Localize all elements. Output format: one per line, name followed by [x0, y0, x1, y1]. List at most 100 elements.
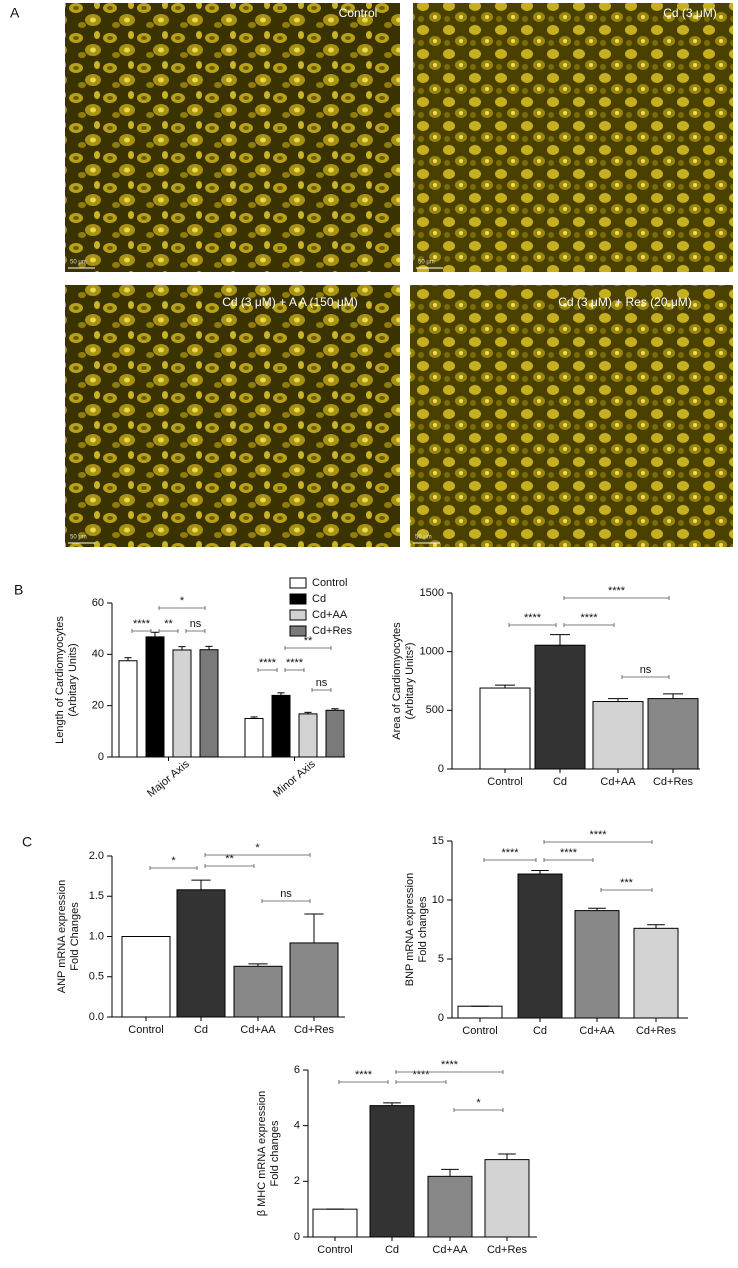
y-tick-label: 10: [432, 894, 444, 906]
y-tick-label: 4: [294, 1120, 300, 1132]
x-tick-label: Control: [128, 1024, 163, 1036]
x-tick-label: Cd+AA: [600, 776, 636, 788]
x-tick-label: Control: [462, 1025, 497, 1037]
y-tick-label: 1000: [420, 646, 444, 658]
bar: [574, 910, 620, 1019]
significance-label: **: [225, 853, 234, 865]
x-tick-label: Cd+Res: [487, 1244, 528, 1256]
bar: [271, 694, 291, 758]
y-tick-label: 60: [92, 597, 104, 609]
bar: [118, 660, 138, 758]
x-tick-label: Cd+AA: [432, 1244, 468, 1256]
bar: [121, 936, 171, 1018]
image-label: Cd (3 μM): [663, 6, 717, 20]
significance-label: ns: [316, 677, 328, 689]
y-tick-label: 1.5: [89, 890, 104, 902]
significance-label: ns: [280, 888, 292, 900]
bar: [427, 1175, 473, 1238]
x-tick-label: Major Axis: [145, 758, 192, 800]
x-tick-label: Cd+AA: [579, 1025, 615, 1037]
x-tick-label: Cd+Res: [653, 776, 694, 788]
y-axis-label: ANP mRNA expression: [56, 880, 68, 994]
y-axis-label: (Arbitary Units²): [404, 642, 416, 719]
y-tick-label: 0: [438, 763, 444, 775]
panel-label: C: [22, 834, 32, 850]
y-tick-label: 1.0: [89, 930, 104, 942]
significance-label: ****: [580, 612, 598, 624]
x-tick-label: Cd+Res: [294, 1024, 335, 1036]
bar: [172, 649, 192, 758]
y-tick-label: 2: [294, 1175, 300, 1187]
y-axis-label: Fold changes: [269, 1120, 281, 1187]
y-tick-label: 2.0: [89, 850, 104, 862]
panel-label: B: [14, 582, 23, 598]
significance-label: ****: [589, 829, 607, 841]
significance-label: ns: [190, 618, 202, 630]
y-tick-label: 0: [98, 751, 104, 763]
y-tick-label: 0: [294, 1231, 300, 1243]
y-axis-label: Length of Cardiomyocytes: [54, 616, 66, 744]
significance-label: **: [304, 635, 313, 647]
bar: [289, 942, 339, 1018]
y-tick-label: 0.0: [89, 1011, 104, 1023]
legend-label: Cd+Res: [312, 625, 353, 637]
bar: [233, 965, 283, 1018]
micrograph: [65, 3, 400, 272]
x-tick-label: Cd: [553, 776, 567, 788]
bar: [633, 927, 679, 1019]
bar: [244, 718, 264, 758]
bar: [534, 644, 586, 770]
micrograph: [413, 3, 733, 272]
significance-label: ns: [640, 664, 652, 676]
bar: [457, 1005, 503, 1019]
bar: [145, 636, 165, 758]
x-tick-label: Cd+Res: [636, 1025, 677, 1037]
bar: [176, 889, 226, 1018]
significance-label: ****: [501, 847, 519, 859]
bar: [647, 698, 699, 770]
bar: [484, 1159, 530, 1238]
y-axis-label: Area of Cardiomyocytes: [391, 622, 403, 740]
y-tick-label: 40: [92, 648, 104, 660]
significance-label: ***: [620, 877, 634, 889]
significance-label: ****: [355, 1069, 373, 1081]
significance-label: ****: [560, 847, 578, 859]
legend-swatch: [289, 577, 307, 589]
x-tick-label: Cd: [533, 1025, 547, 1037]
micrograph: [410, 285, 733, 547]
image-label: Cd (3 μM) + Res (20 μM): [558, 295, 692, 309]
legend-label: Cd+AA: [312, 609, 348, 621]
scale-bar-label: 50 μm: [418, 260, 435, 266]
significance-label: *: [476, 1097, 481, 1109]
significance-label: ****: [412, 1069, 430, 1081]
significance-label: ****: [608, 585, 626, 597]
bar: [479, 687, 531, 770]
significance-label: *: [171, 855, 176, 867]
significance-label: *: [255, 842, 260, 854]
significance-label: ****: [441, 1059, 459, 1071]
legend-swatch: [289, 609, 307, 621]
legend-swatch: [289, 593, 307, 605]
micrograph: [65, 285, 400, 547]
significance-label: ****: [259, 657, 277, 669]
bar: [592, 701, 644, 770]
y-axis-label: Fold Changes: [69, 902, 81, 971]
y-axis-label: BNP mRNA expression: [404, 873, 416, 987]
y-tick-label: 6: [294, 1064, 300, 1076]
bar: [298, 713, 318, 758]
legend-swatch: [289, 625, 307, 637]
y-tick-label: 500: [426, 704, 444, 716]
scale-bar-label: 50 μm: [70, 535, 87, 541]
bar: [312, 1208, 358, 1238]
y-tick-label: 1500: [420, 587, 444, 599]
panel-label: A: [10, 5, 20, 21]
y-tick-label: 15: [432, 835, 444, 847]
y-tick-label: 0.5: [89, 971, 104, 983]
image-label: Cd (3 μM) + A A (150 μM): [222, 295, 358, 309]
x-tick-label: Cd: [385, 1244, 399, 1256]
significance-label: ****: [524, 612, 542, 624]
y-axis-label: (Arbitary Units): [67, 643, 79, 716]
y-tick-label: 20: [92, 700, 104, 712]
x-tick-label: Control: [317, 1244, 352, 1256]
